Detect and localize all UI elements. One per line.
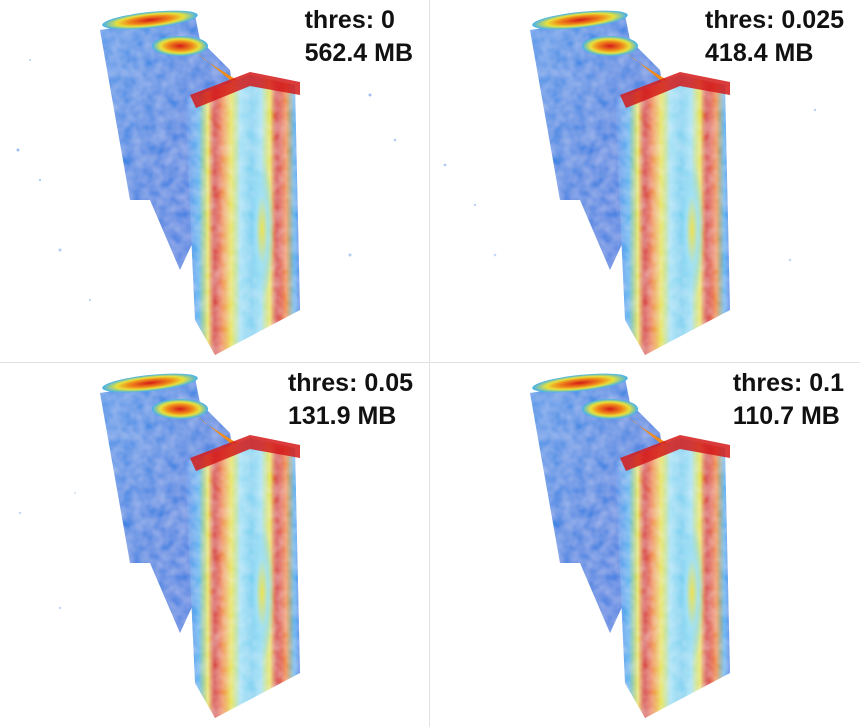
panel-threshold-0.1: thres: 0.1 110.7 MB [430, 363, 860, 727]
threshold-label: thres: 0.1 [732, 369, 844, 397]
volume-render-image [443, 10, 817, 355]
threshold-label: thres: 0 [304, 6, 395, 34]
volume-render-image [18, 373, 300, 718]
size-label: 131.9 MB [287, 402, 397, 430]
threshold-label: thres: 0.025 [705, 6, 844, 34]
size-label: 110.7 MB [732, 402, 840, 430]
caption: thres: 0 562.4 MB [305, 4, 413, 70]
size-label: 418.4 MB [705, 39, 814, 67]
speckle-noise [16, 59, 397, 302]
speckle-noise [18, 492, 76, 610]
caption: thres: 0.025 418.4 MB [705, 4, 844, 70]
panel-threshold-0.025: thres: 0.025 418.4 MB [430, 0, 860, 363]
volume-render-image [16, 10, 397, 355]
volume-render-image [530, 373, 730, 718]
size-label: 562.4 MB [304, 39, 413, 67]
threshold-label: thres: 0.05 [287, 369, 413, 397]
panel-threshold-0.05: thres: 0.05 131.9 MB [0, 363, 430, 727]
caption: thres: 0.05 131.9 MB [288, 367, 413, 433]
caption: thres: 0.1 110.7 MB [733, 367, 844, 433]
panel-threshold-0: thres: 0 562.4 MB [0, 0, 430, 363]
speckle-noise [443, 108, 817, 262]
